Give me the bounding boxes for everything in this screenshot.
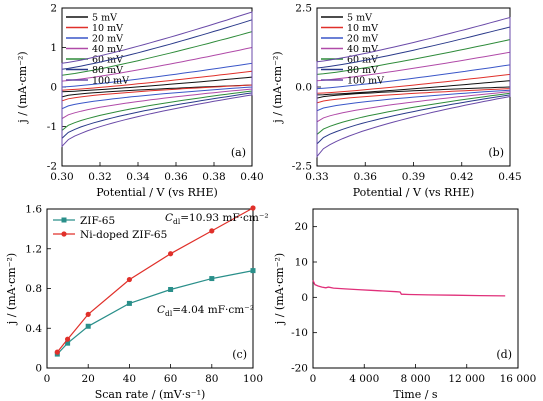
legend-label: 5 mV xyxy=(347,13,372,24)
legend-label: 80 mV xyxy=(347,65,378,76)
stability-curve xyxy=(312,280,506,297)
x-tick-label: 8 000 xyxy=(400,373,430,385)
y-tick-label: 0 xyxy=(301,292,308,304)
panel-d: 0 4 000 8 000 12 000 16 000 -20 -10 0 10 20 Time /… xyxy=(273,208,537,401)
x-tick-label: 80 xyxy=(205,373,218,385)
plot-frame xyxy=(316,7,511,167)
cv-curve-100-mv xyxy=(316,16,511,158)
data-point-ni-doped-zif-65 xyxy=(54,349,60,355)
cv-curve-60-mv xyxy=(61,31,253,132)
x-tick-label: 0.45 xyxy=(498,171,521,183)
panel-label: (d) xyxy=(496,348,512,361)
y-tick-label: 10 xyxy=(295,257,308,269)
annotation-cdl: Cdl=4.04 mF·cm⁻² xyxy=(157,304,254,318)
legend-label: 10 mV xyxy=(347,23,378,34)
x-axis-label: Potential / V (vs RHE) xyxy=(96,186,218,199)
panel-label: (a) xyxy=(231,146,246,159)
x-tick-label: 60 xyxy=(164,373,177,385)
legend-label: 100 mV xyxy=(92,76,129,87)
data-point-ni-doped-zif-65 xyxy=(85,311,91,317)
cv-curve-60-mv xyxy=(316,38,511,136)
legend-marker xyxy=(61,217,67,223)
y-axis-label: j / (mA·cm⁻²) xyxy=(273,253,286,326)
x-tick-label: 0.36 xyxy=(354,171,378,183)
y-axis-label: j / (mA·cm⁻²) xyxy=(5,253,18,326)
legend-label: ZIF-65 xyxy=(80,215,115,227)
y-tick-label: -1 xyxy=(47,121,57,133)
x-tick-label: 0.34 xyxy=(126,171,150,183)
x-tick-label: 100 xyxy=(243,373,263,385)
x-tick-label: 16 000 xyxy=(500,373,537,385)
legend-label: 60 mV xyxy=(347,55,378,66)
y-tick-label: -2.5 xyxy=(292,161,312,173)
data-point-ni-doped-zif-65 xyxy=(209,228,215,234)
x-tick-label: 0 xyxy=(310,373,317,385)
x-tick-label: 0 xyxy=(44,373,51,385)
annotation-cdl: Cdl=10.93 mF·cm⁻² xyxy=(165,212,269,226)
data-point-zif-65 xyxy=(85,323,91,329)
y-tick-label: 1.2 xyxy=(25,243,42,255)
y-tick-label: -10 xyxy=(291,327,308,339)
panel-label: (b) xyxy=(488,146,504,159)
data-point-ni-doped-zif-65 xyxy=(126,276,132,283)
data-point-ni-doped-zif-65 xyxy=(65,336,71,342)
data-point-zif-65 xyxy=(168,286,174,292)
x-tick-label: 0.40 xyxy=(240,171,263,183)
x-tick-label: 0.39 xyxy=(402,171,425,183)
data-point-zif-65 xyxy=(209,276,215,282)
legend-label: 100 mV xyxy=(347,76,384,87)
legend-label: 20 mV xyxy=(92,34,123,45)
y-tick-label: 1.6 xyxy=(25,204,42,216)
x-tick-label: 12 000 xyxy=(448,373,485,385)
x-tick-label: 0.33 xyxy=(305,171,328,183)
legend-label: 80 mV xyxy=(92,65,123,76)
panel-label: (c) xyxy=(232,348,247,361)
x-tick-label: 20 xyxy=(82,373,95,385)
data-point-ni-doped-zif-65 xyxy=(168,251,174,257)
panel-a: 0.30 0.32 0.34 0.36 0.38 0.40 -2 -1 0 1 2 Potential… xyxy=(16,3,264,200)
x-tick-label: 0.42 xyxy=(450,171,473,183)
x-tick-label: 4 000 xyxy=(349,373,379,385)
cv-curve-80-mv xyxy=(61,19,253,140)
y-tick-label: 0.4 xyxy=(25,323,42,335)
y-tick-label: 2 xyxy=(50,3,57,15)
y-tick-label: 0.8 xyxy=(25,283,42,295)
x-axis-label: Potential / V (vs RHE) xyxy=(353,186,475,199)
cv-curve-10-mv xyxy=(61,70,253,102)
legend-label: Ni-doped ZIF-65 xyxy=(80,229,167,241)
legend-label: 40 mV xyxy=(92,44,123,55)
x-axis-label: Time / s xyxy=(393,388,437,401)
data-point-zif-65 xyxy=(65,340,71,346)
y-tick-label: -2 xyxy=(47,161,57,173)
legend-label: 10 mV xyxy=(92,23,123,34)
x-tick-label: 0.30 xyxy=(50,171,73,183)
y-tick-label: 0 xyxy=(50,82,57,94)
x-tick-label: 0.32 xyxy=(88,171,111,183)
y-tick-label: 0 xyxy=(35,363,42,375)
x-tick-label: 0.38 xyxy=(202,171,225,183)
data-point-zif-65 xyxy=(126,300,132,306)
data-point-zif-65 xyxy=(250,268,256,274)
x-tick-label: 0.36 xyxy=(164,171,188,183)
legend-label: 40 mV xyxy=(347,44,378,55)
panel-b: 0.33 0.36 0.39 0.42 0.45 -2.5 0.0 2.5 Potential … xyxy=(271,3,522,200)
cv-curve-100-mv xyxy=(61,11,253,148)
y-tick-label: -20 xyxy=(291,363,308,375)
panel-c: 0 20 40 60 80 100 0 0.4 0.8 1.2 1.6 Scan rate / (mV… xyxy=(5,204,269,401)
legend-marker xyxy=(61,231,67,237)
legend-label: 20 mV xyxy=(347,34,378,45)
x-axis-label: Scan rate / (mV·s⁻¹) xyxy=(95,388,206,401)
y-tick-label: 1 xyxy=(50,42,57,54)
legend-label: 5 mV xyxy=(92,13,117,24)
y-tick-label: 20 xyxy=(295,221,308,233)
x-tick-label: 40 xyxy=(123,373,136,385)
y-axis-label: j / (mA·cm⁻²) xyxy=(16,51,29,124)
y-axis-label: j / (mA·cm⁻²) xyxy=(271,51,284,124)
y-tick-label: 0.0 xyxy=(295,82,312,94)
data-point-ni-doped-zif-65 xyxy=(250,205,256,211)
y-tick-label: 2.5 xyxy=(295,3,312,15)
